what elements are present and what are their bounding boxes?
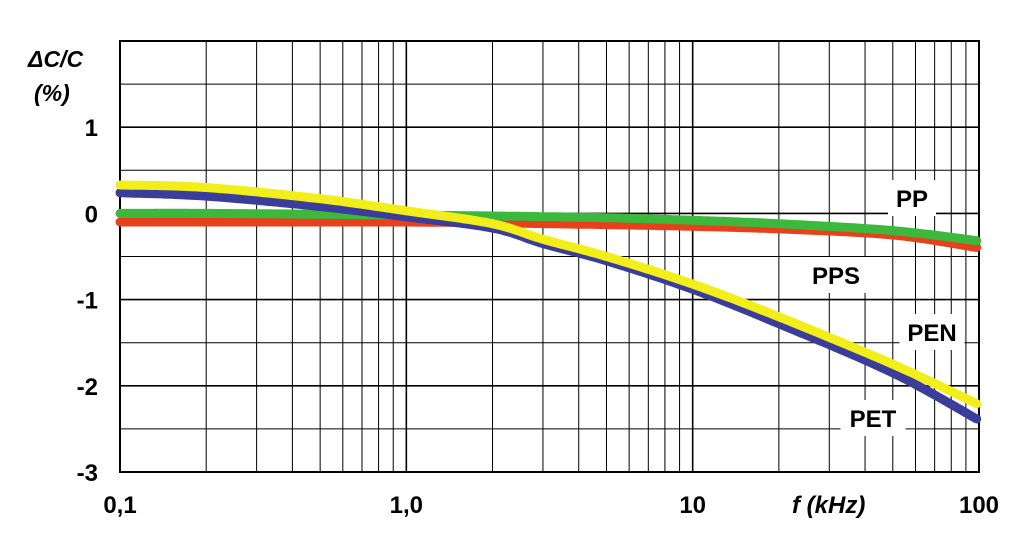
series-label-bg-pps <box>803 257 869 293</box>
series-labels: PP PPS PEN PET <box>803 180 965 436</box>
y-tick-label: 1 <box>85 115 98 142</box>
series-label-pen: PEN <box>907 320 956 347</box>
y-axis-label-line1: ΔC/C <box>27 46 83 72</box>
y-axis-label-line2: (%) <box>34 80 70 106</box>
series-line-pps <box>115 208 982 246</box>
y-tick-label: 0 <box>85 201 98 228</box>
series-line-pen <box>115 180 982 409</box>
x-axis-label: f (kHz) <box>792 492 865 519</box>
y-tick-label: -2 <box>77 374 98 401</box>
series-label-bg-pen <box>899 314 965 350</box>
y-tick-label: -3 <box>77 460 98 487</box>
series-label-pps: PPS <box>812 263 860 290</box>
plot-frame <box>119 40 980 473</box>
series-label-pet: PET <box>850 406 897 433</box>
series-line-pp <box>115 217 982 252</box>
x-tick-label: 0,1 <box>103 492 136 519</box>
x-tick-label: 1,0 <box>390 492 423 519</box>
x-tick-labels: 0,1 1,0 10 100 <box>103 492 999 519</box>
x-tick-label: 10 <box>679 492 706 519</box>
x-tick-label: 100 <box>959 492 999 519</box>
series-label-pp: PP <box>896 186 928 213</box>
y-tick-label: -1 <box>77 288 98 315</box>
series-label-bg-pp <box>888 180 936 216</box>
series-label-bg-pet <box>840 400 906 436</box>
y-tick-labels: 1 0 -1 -2 -3 <box>77 115 98 487</box>
series-lines <box>115 180 982 424</box>
